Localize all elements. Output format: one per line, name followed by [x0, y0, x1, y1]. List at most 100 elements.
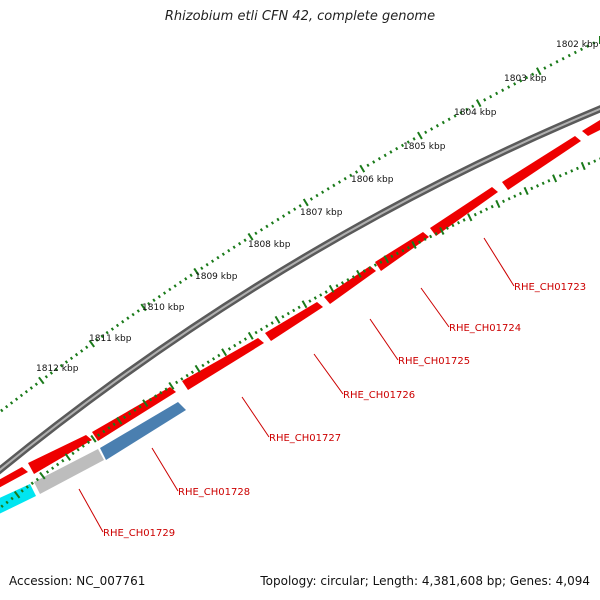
- major-tick: [580, 161, 586, 171]
- minor-tick: [513, 194, 517, 198]
- gene-arrow[interactable]: [92, 387, 176, 441]
- minor-tick: [462, 218, 466, 222]
- minor-tick: [326, 187, 330, 191]
- minor-tick: [313, 296, 317, 300]
- minor-tick: [349, 173, 353, 178]
- minor-tick: [10, 496, 14, 501]
- chromosome-backbone-highlight: [0, 107, 600, 472]
- major-tick: [475, 99, 482, 108]
- minor-tick: [122, 415, 127, 419]
- minor-tick: [190, 370, 195, 374]
- gene-label[interactable]: RHE_CH01726: [343, 390, 415, 401]
- minor-tick: [519, 79, 523, 83]
- minor-tick: [138, 404, 142, 409]
- minor-tick: [309, 197, 313, 201]
- kbp-label: 1802 kbp: [556, 40, 599, 50]
- major-tick: [274, 315, 281, 324]
- gene-labels: RHE_CH01723 RHE_CH01724 RHE_CH01725 RHE_…: [103, 282, 586, 539]
- major-tick: [417, 131, 423, 140]
- gene-arrow[interactable]: [582, 120, 600, 136]
- minor-tick: [465, 107, 469, 112]
- minor-tick: [157, 294, 161, 299]
- minor-tick: [390, 254, 394, 259]
- gene-label[interactable]: RHE_CH01727: [269, 433, 341, 444]
- minor-tick: [211, 357, 216, 361]
- minor-tick: [74, 352, 79, 357]
- minor-tick: [107, 426, 111, 430]
- minor-tick: [5, 500, 9, 505]
- minor-tick: [383, 153, 387, 158]
- gene-arrow[interactable]: [430, 187, 498, 236]
- minor-tick: [579, 47, 584, 52]
- minor-tick: [530, 186, 534, 191]
- minor-tick: [368, 266, 372, 270]
- minor-tick: [518, 191, 522, 196]
- minor-tick: [564, 171, 568, 176]
- minor-tick: [110, 327, 115, 331]
- gene-arrow[interactable]: [0, 484, 36, 516]
- minor-tick: [483, 98, 487, 102]
- minor-tick: [270, 221, 275, 225]
- minor-tick: [471, 104, 475, 109]
- kbp-label: 1811 kbp: [89, 334, 132, 344]
- major-tick: [116, 416, 123, 425]
- major-tick: [536, 67, 542, 76]
- minor-tick: [507, 197, 511, 201]
- minor-tick: [50, 466, 55, 470]
- minor-tick: [216, 255, 220, 260]
- minor-tick: [485, 207, 489, 211]
- kbp-label: 1812 kbp: [36, 364, 79, 374]
- kbp-label: 1804 kbp: [454, 108, 497, 118]
- gene-arrow[interactable]: [265, 302, 323, 341]
- gene-arrow[interactable]: [28, 435, 92, 474]
- gene-arrow[interactable]: [34, 449, 104, 494]
- minor-tick: [56, 462, 60, 467]
- minor-tick: [406, 140, 410, 144]
- minor-tick: [507, 85, 511, 89]
- gene-arrow[interactable]: [100, 402, 186, 460]
- major-tick: [328, 284, 335, 293]
- minor-tick: [59, 363, 64, 368]
- minor-tick: [200, 266, 204, 270]
- minor-tick: [126, 316, 130, 320]
- kbp-label: 1805 kbp: [403, 142, 446, 152]
- major-tick: [523, 186, 529, 196]
- minor-tick: [570, 169, 574, 173]
- gene-label[interactable]: RHE_CH01723: [514, 282, 586, 293]
- kbp-labels: 1802 kbp 1803 kbp 1804 kbp 1805 kbp 1806…: [36, 40, 599, 374]
- minor-tick: [54, 367, 59, 372]
- kbp-label: 1809 kbp: [195, 272, 238, 282]
- minor-tick: [121, 320, 125, 324]
- gene-label[interactable]: RHE_CH01728: [178, 487, 250, 498]
- minor-tick: [543, 66, 547, 70]
- minor-tick: [340, 281, 345, 285]
- minor-tick: [45, 470, 50, 474]
- gene-label[interactable]: RHE_CH01725: [398, 356, 470, 367]
- minor-tick: [435, 124, 439, 128]
- gene-arrow[interactable]: [324, 266, 376, 304]
- gene-arrow[interactable]: [502, 136, 581, 190]
- minor-tick: [9, 401, 14, 405]
- minor-tick: [71, 451, 75, 456]
- chromosome-backbone: [0, 105, 600, 475]
- minor-tick: [180, 377, 184, 381]
- major-tick: [194, 364, 201, 373]
- minor-tick: [372, 160, 376, 164]
- major-tick: [356, 269, 362, 278]
- minor-tick: [205, 262, 209, 267]
- major-tick: [193, 267, 200, 276]
- minor-tick: [29, 386, 34, 390]
- gene-arrow[interactable]: [0, 467, 28, 490]
- kbp-label: 1806 kbp: [351, 175, 394, 185]
- minor-tick: [324, 290, 328, 294]
- minor-tick: [287, 210, 291, 215]
- gene-arrow[interactable]: [182, 338, 264, 390]
- gene-label[interactable]: RHE_CH01729: [103, 528, 175, 539]
- minor-tick: [265, 324, 269, 328]
- gene-arrow[interactable]: [375, 232, 429, 271]
- gene-label[interactable]: RHE_CH01724: [449, 323, 521, 334]
- gene-track: [0, 120, 600, 516]
- minor-tick: [270, 321, 274, 325]
- major-tick: [140, 303, 147, 312]
